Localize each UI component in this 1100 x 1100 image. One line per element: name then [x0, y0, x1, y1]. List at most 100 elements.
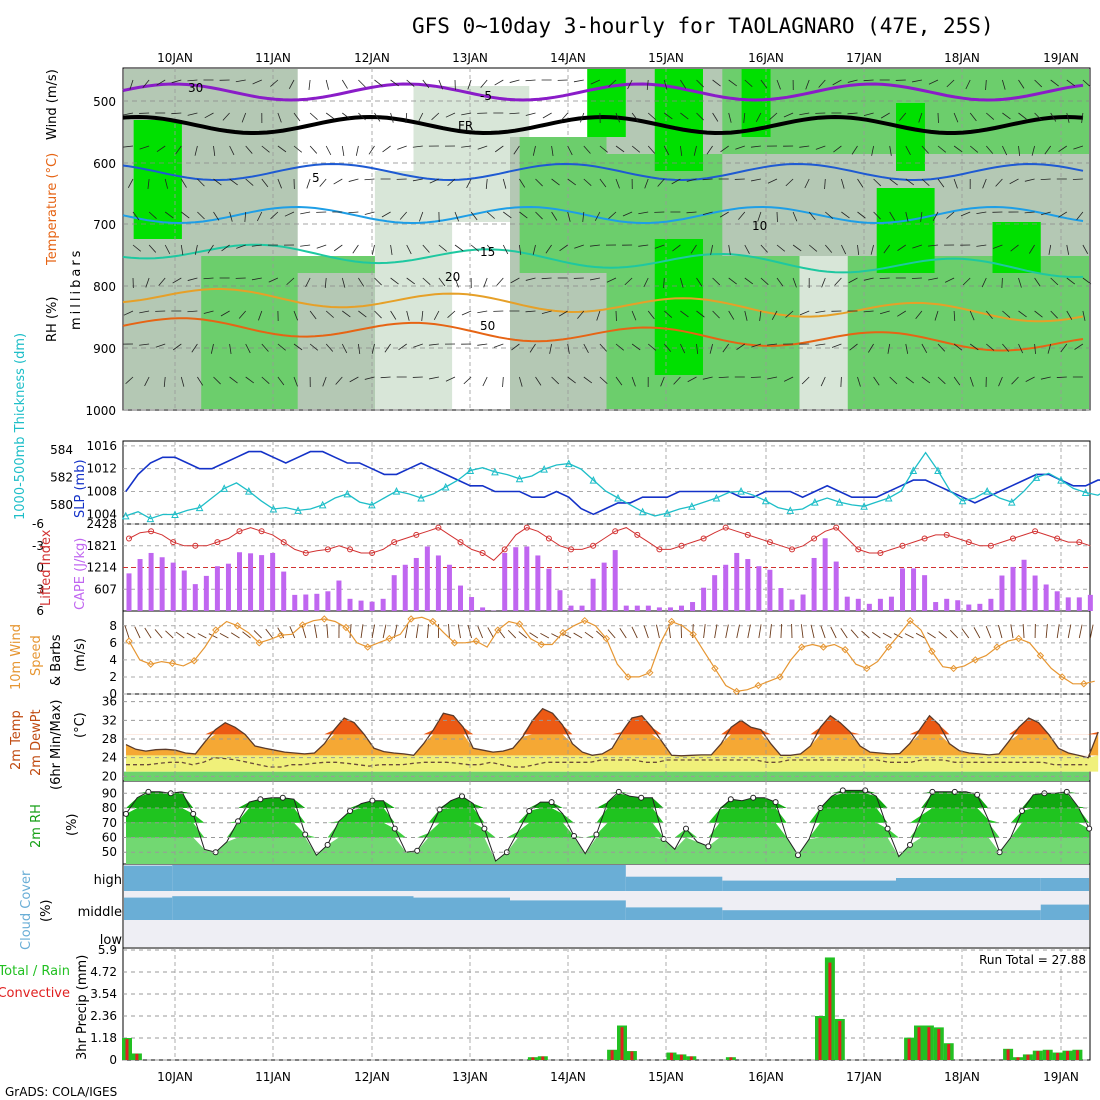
precip-conv-bar: [1046, 1050, 1050, 1060]
rh-shade: [587, 69, 626, 137]
wind-barb: [358, 343, 361, 354]
wind-barb: [702, 211, 713, 216]
rh-marker: [638, 794, 645, 801]
wind-barb: [767, 178, 778, 184]
wind-barb: [358, 310, 367, 318]
wind-barb: [191, 343, 198, 353]
wind-barb: [608, 79, 617, 88]
wind-speed-marker: [667, 617, 676, 626]
wind-barb: [348, 211, 359, 214]
wind-barb: [519, 211, 528, 219]
wind-barb: [422, 277, 431, 285]
wind-barb: [235, 79, 246, 83]
wind-speed-marker: [863, 664, 871, 673]
wind-barb: [406, 244, 412, 255]
wind-barb: [995, 178, 1003, 187]
precip-conv-bar: [947, 1044, 951, 1060]
cape-bar: [690, 602, 696, 611]
wind-barb: [857, 211, 866, 219]
wind-barb: [702, 376, 713, 380]
panel-frame: [122, 610, 1091, 695]
wind-barb: [889, 178, 898, 186]
wind-barb: [702, 178, 713, 181]
wind-barb: [551, 145, 554, 156]
wind-barb: [390, 244, 393, 255]
cape-bar: [922, 575, 928, 611]
wind-barb: [241, 112, 247, 123]
wind-barb: [355, 145, 359, 156]
wind-barb: [494, 145, 504, 153]
wind-barb: [541, 310, 552, 315]
temp2m-label: (6hr Min/Max): [49, 700, 64, 790]
wind-barb: [433, 310, 440, 321]
wind-barb: [309, 145, 318, 154]
wind-barb: [333, 178, 343, 185]
surface-wind-barb: [736, 624, 740, 639]
wind-barb: [583, 145, 591, 154]
wind-barb: [1050, 112, 1057, 122]
wind-barb: [229, 178, 238, 186]
wind-barb: [374, 112, 381, 122]
wind-barb: [261, 178, 269, 188]
rh-tick: 60: [102, 830, 117, 844]
panel-frame: [122, 947, 1091, 1061]
wind-barb: [638, 211, 649, 215]
wind-barb: [627, 79, 633, 90]
cape-tick: 607: [94, 582, 117, 596]
wind-barb: [857, 244, 860, 255]
lifted-marker: [568, 546, 574, 553]
cape-bar: [966, 604, 972, 611]
lifted-marker: [877, 550, 884, 556]
lifted-marker: [347, 546, 353, 553]
surface-wind-barb: [780, 624, 783, 639]
wind-barb: [953, 310, 956, 322]
wind-barb: [380, 376, 391, 379]
wind-barb: [519, 376, 523, 387]
cape-bar: [944, 598, 950, 611]
wind-barb: [454, 244, 464, 252]
date-label-top: 14JAN: [550, 51, 586, 65]
wind-barb: [164, 211, 174, 219]
thickness-marker: [983, 487, 991, 495]
wind-barb: [953, 145, 963, 153]
wind-speed-marker: [255, 639, 263, 647]
rh-marker: [279, 794, 286, 801]
wind-speed-marker: [385, 634, 394, 643]
surface-wind-barb: [973, 627, 981, 639]
lifted-marker: [192, 542, 199, 549]
rh-marker: [123, 810, 129, 817]
surface-wind-barb: [518, 631, 528, 639]
wind-barb: [293, 112, 301, 122]
wind-barb: [542, 112, 552, 119]
wind-barb: [1082, 310, 1086, 321]
wind-barb: [139, 145, 150, 150]
wind-barb: [175, 145, 182, 155]
contour-label: FR: [458, 119, 473, 133]
wind-barb: [229, 376, 238, 384]
wind-barb: [445, 112, 456, 118]
date-label-bottom: 10JAN: [157, 1070, 193, 1084]
wind-barb: [341, 343, 348, 354]
wind-barb: [696, 79, 704, 88]
cape-bar: [424, 546, 430, 611]
thickness-marker: [811, 498, 819, 506]
wind-barb: [736, 343, 746, 350]
wind-barb: [889, 211, 896, 221]
wind-barb: [887, 343, 891, 354]
surface-wind-barb: [961, 628, 970, 639]
surface-wind-barb: [725, 624, 729, 639]
wind-barb: [755, 112, 762, 123]
thickness-tick: 584: [50, 443, 73, 457]
temp-tick: 32: [102, 713, 117, 727]
cape-bar: [723, 564, 729, 611]
wind-barb: [519, 244, 522, 255]
wind-barb: [631, 112, 639, 122]
wind-barb: [560, 112, 569, 121]
wind-barb: [286, 277, 295, 286]
wind-barb: [364, 178, 375, 181]
cape-bar: [181, 570, 187, 611]
surface-wind-barb: [915, 632, 925, 639]
wind-speed-marker: [949, 664, 958, 673]
wind-barb: [502, 244, 509, 255]
surface-wind-barb: [314, 624, 318, 639]
